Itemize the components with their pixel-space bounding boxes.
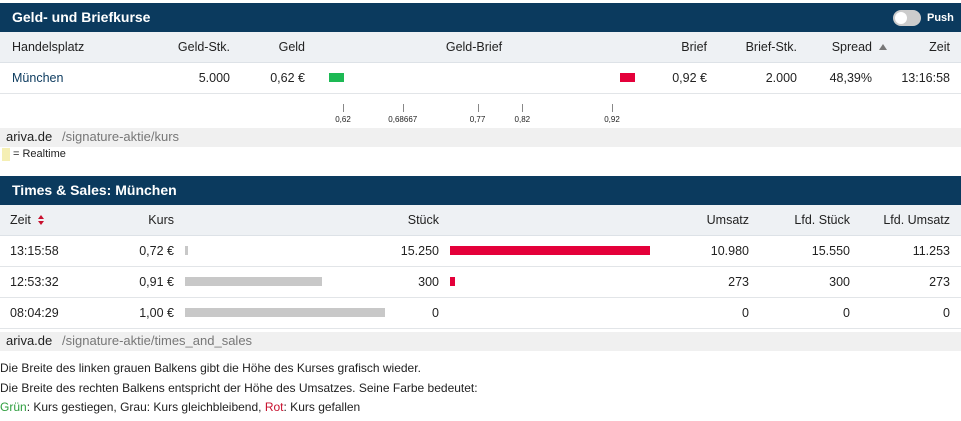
cell: 300: [829, 275, 850, 289]
header-bar: [0, 176, 961, 205]
cell: 13:16:58: [901, 71, 950, 85]
column-header: Handelsplatz: [12, 40, 85, 54]
cell: 1,00 €: [139, 306, 174, 320]
cell: 15.550: [811, 244, 850, 258]
column-header: Kurs: [148, 213, 174, 227]
trade-row: [0, 236, 961, 267]
push-toggle[interactable]: [893, 10, 921, 26]
price-bar: [185, 308, 385, 317]
cell: 5.000: [198, 71, 230, 85]
source-path: /signature-aktie/times_and_sales: [62, 333, 253, 348]
column-header: Zeit: [10, 213, 31, 227]
toggle-knob: [895, 12, 907, 24]
note: Die Breite des rechten Balkens entsprich…: [0, 380, 478, 395]
cell: 15.250: [400, 244, 439, 258]
cell: 0,91 €: [139, 275, 174, 289]
note: Grün: Kurs gestiegen, Grau: Kurs gleichb…: [0, 400, 360, 414]
scale-tick: [343, 104, 344, 112]
price-bar: [185, 246, 188, 255]
scale-tick: [477, 104, 479, 112]
scale-label: 0,82: [514, 115, 531, 124]
source-domain: ariva.de: [6, 129, 53, 144]
cell: 273: [929, 275, 950, 289]
turnover-bar: [450, 277, 455, 286]
column-header: Umsatz: [706, 213, 749, 227]
column-header: Brief-Stk.: [745, 40, 797, 54]
scale-label: 0,92: [604, 115, 620, 124]
realtime-swatch: [2, 148, 10, 161]
sort-down: [38, 221, 44, 225]
column-header: Zeit: [929, 40, 950, 54]
scale-label: 0,77: [469, 115, 486, 124]
venue-link: München: [12, 71, 64, 85]
cell: 12:53:32: [10, 275, 59, 289]
turnover-bar: [450, 246, 650, 255]
source-bar: [0, 128, 961, 147]
column-header: Lfd. Umsatz: [883, 213, 950, 227]
bid-marker: [329, 73, 344, 82]
push-label: Push: [927, 12, 954, 24]
source-domain: ariva.de: [6, 333, 53, 348]
cell: 0: [943, 306, 950, 320]
cell: 0: [742, 306, 749, 320]
cell: 0,92 €: [672, 71, 707, 85]
scale-tick: [402, 104, 404, 112]
column-header: Lfd. Stück: [794, 213, 850, 227]
note: Die Breite des linken grauen Balkens gib…: [0, 361, 421, 375]
note-segment: Rot: [264, 400, 284, 414]
cell: 0: [432, 306, 439, 320]
column-header: Stück: [407, 213, 439, 227]
note-segment: Grün: [0, 400, 27, 414]
price-bar: [185, 277, 322, 286]
ask-marker: [620, 73, 635, 82]
note-segment: : Kurs gefallen: [283, 400, 361, 414]
scale-label: 0,62: [335, 115, 351, 124]
sort-up: [38, 215, 44, 219]
trade-row: [0, 267, 961, 298]
scale-tick: [612, 104, 613, 112]
cell: 273: [728, 275, 749, 289]
cell: 10.980: [710, 244, 749, 258]
scale-tick: [522, 104, 524, 112]
cell: 0,72 €: [139, 244, 174, 258]
note-segment: : Kurs gestiegen, Grau: Kurs gleichbleib…: [26, 400, 265, 414]
trade-row: [0, 298, 961, 329]
column-header: Brief: [681, 40, 707, 54]
cell: 0,62 €: [270, 71, 305, 85]
column-header: Geld-Brief: [445, 40, 503, 54]
cell: 0: [843, 306, 850, 320]
source-bar: [0, 332, 961, 351]
header-bar: [0, 3, 961, 32]
legend-text: = Realtime: [13, 148, 66, 160]
column-header: Spread: [831, 40, 872, 54]
column-header: Geld: [278, 40, 305, 54]
column-header-bar: [0, 32, 961, 63]
column-header-bar: [0, 205, 961, 236]
sort-arrow: [879, 44, 887, 50]
quote-row: [0, 62, 961, 94]
column-header: Geld-Stk.: [177, 40, 230, 54]
cell: 48,39%: [829, 71, 872, 85]
section-title: Geld- und Briefkurse: [12, 9, 151, 25]
source-path: /signature-aktie/kurs: [62, 129, 180, 144]
scale-label: 0,68667: [388, 115, 418, 124]
cell: 11.253: [912, 244, 950, 258]
cell: 08:04:29: [10, 306, 59, 320]
cell: 13:15:58: [10, 244, 59, 258]
cell: 2.000: [765, 71, 797, 85]
cell: 300: [418, 275, 439, 289]
section-title: Times & Sales: München: [12, 182, 177, 198]
